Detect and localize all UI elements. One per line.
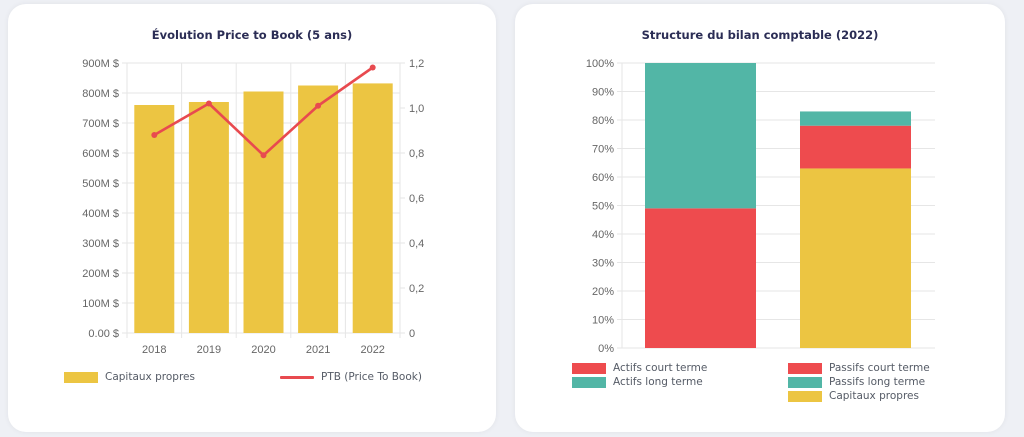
bar-capitaux-propres	[352, 83, 393, 334]
stacked-bar-segment	[645, 208, 756, 348]
legend-label: Capitaux propres	[829, 390, 919, 402]
legend-line-swatch	[280, 375, 314, 379]
legend-swatch	[788, 390, 822, 402]
legend-swatch	[788, 362, 822, 374]
chart-card-bilan: Structure du bilan comptable (2022) 100%…	[515, 4, 1005, 432]
y-left-tick-label: 500M $	[82, 178, 119, 190]
y-tick-label: 50%	[592, 201, 614, 213]
stacked-bar-segment	[645, 63, 756, 209]
y-tick-label: 20%	[592, 286, 614, 298]
legend-item-actifs-court-terme[interactable]: Actifs court terme	[572, 362, 707, 374]
ptb-chart-svg: 900M $ 800M $ 700M $ 600M $ 500M $ 400M $ 300M…	[82, 58, 424, 356]
y-tick-label: 100%	[586, 58, 614, 70]
legend-item-capitaux-propres[interactable]: Capitaux propres	[788, 390, 919, 402]
bilan-legend: Actifs court terme Actifs long terme Pas…	[515, 4, 1005, 432]
x-tick-label: 2021	[306, 344, 330, 356]
y-tick-label: 70%	[592, 144, 614, 156]
y-left-tick-label: 200M $	[82, 268, 119, 280]
legend-label: Actifs long terme	[613, 376, 703, 388]
legend-swatch	[572, 362, 606, 374]
legend-label: Actifs court terme	[613, 362, 708, 374]
bar-capitaux-propres	[188, 102, 229, 333]
legend-swatch	[572, 376, 606, 388]
y-right-tick-label: 0	[409, 328, 415, 340]
chart-card-price-to-book: Évolution Price to Book (5 ans) 900M $ 80…	[8, 4, 496, 432]
y-right-tick-label: 0,6	[409, 193, 424, 205]
stacked-bar-segment	[800, 168, 911, 348]
legend-item-ptb[interactable]: PTB (Price To Book)	[280, 371, 422, 383]
ptb-point	[315, 102, 322, 109]
legend-item-actifs-long-terme[interactable]: Actifs long terme	[572, 376, 703, 388]
x-tick-label: 2019	[197, 344, 221, 356]
ptb-point	[260, 152, 267, 159]
y-tick-label: 90%	[592, 87, 614, 99]
bar-capitaux-propres	[243, 91, 284, 333]
y-tick-label: 80%	[592, 115, 614, 127]
chart-title: Évolution Price to Book (5 ans)	[151, 28, 353, 42]
y-tick-label: 60%	[592, 172, 614, 184]
y-right-tick-label: 0,8	[409, 148, 424, 160]
chart-title: Structure du bilan comptable (2022)	[641, 28, 879, 42]
bilan-chart-svg: 100% 90% 80% 70% 60% 50% 40% 30% 20% 10% 0%	[586, 58, 935, 355]
y-left-tick-label: 400M $	[82, 208, 119, 220]
legend-label: PTB (Price To Book)	[321, 371, 422, 383]
bar-capitaux-propres	[298, 85, 339, 333]
y-tick-label: 30%	[592, 258, 614, 270]
ptb-point	[369, 64, 376, 71]
legend-swatch	[788, 376, 822, 388]
legend-label: Passifs court terme	[829, 362, 930, 374]
y-left-tick-label: 800M $	[82, 88, 119, 100]
y-tick-label: 0%	[598, 343, 614, 355]
y-left-tick-label: 300M $	[82, 238, 119, 250]
legend-item-passifs-long-terme[interactable]: Passifs long terme	[788, 376, 925, 388]
stacked-bar-segment	[800, 111, 911, 126]
ptb-point	[205, 100, 212, 107]
legend-label: Capitaux propres	[105, 371, 195, 383]
y-tick-label: 10%	[592, 315, 614, 327]
y-right-tick-label: 0,4	[409, 238, 424, 250]
x-tick-label: 2020	[251, 344, 275, 356]
y-right-tick-label: 1,0	[409, 103, 424, 115]
bar-capitaux-propres	[134, 105, 175, 333]
y-left-tick-label: 0.00 $	[88, 328, 119, 340]
x-tick-label: 2022	[360, 344, 384, 356]
x-tick-label: 2018	[142, 344, 166, 356]
y-right-tick-label: 1,2	[409, 58, 424, 70]
legend-label: Passifs long terme	[829, 376, 926, 388]
ptb-point	[151, 132, 158, 138]
y-tick-label: 40%	[592, 229, 614, 241]
y-right-tick-label: 0,2	[409, 283, 424, 295]
legend-swatch	[64, 371, 98, 383]
stacked-bar-segment	[800, 125, 911, 169]
y-left-tick-label: 600M $	[82, 148, 119, 160]
ptb-legend: Capitaux propres PTB (Price To Book)	[8, 4, 496, 432]
y-left-tick-label: 700M $	[82, 118, 119, 130]
y-left-tick-label: 100M $	[82, 298, 119, 310]
legend-item-capitaux-propres[interactable]: Capitaux propres	[64, 371, 195, 383]
legend-item-passifs-court-terme[interactable]: Passifs court terme	[788, 362, 930, 374]
y-left-tick-label: 900M $	[82, 58, 119, 70]
